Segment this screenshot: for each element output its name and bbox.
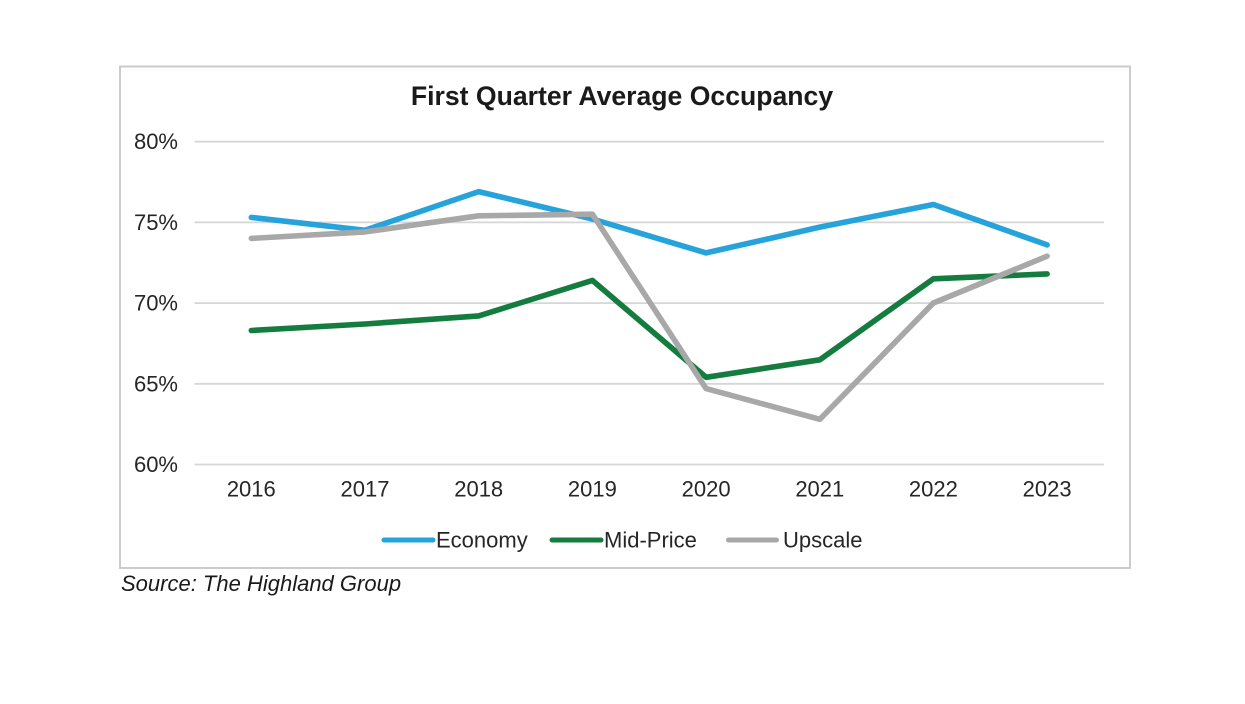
svg-text:First Quarter Average Occupanc: First Quarter Average Occupancy [411,81,833,111]
svg-text:Upscale: Upscale [783,528,862,553]
svg-text:2017: 2017 [341,477,390,502]
svg-text:2016: 2016 [227,477,276,502]
svg-text:2020: 2020 [682,477,731,502]
svg-text:2018: 2018 [454,477,503,502]
svg-text:2022: 2022 [909,477,958,502]
svg-text:2023: 2023 [1023,477,1072,502]
svg-text:Source: The Highland Group: Source: The Highland Group [121,571,401,596]
svg-text:70%: 70% [134,291,178,316]
svg-text:60%: 60% [134,452,178,477]
svg-text:80%: 80% [134,129,178,154]
svg-text:Mid-Price: Mid-Price [604,528,697,553]
svg-text:2019: 2019 [568,477,617,502]
svg-text:65%: 65% [134,371,178,396]
svg-text:Economy: Economy [436,528,528,553]
svg-text:75%: 75% [134,210,178,235]
svg-text:2021: 2021 [795,477,844,502]
